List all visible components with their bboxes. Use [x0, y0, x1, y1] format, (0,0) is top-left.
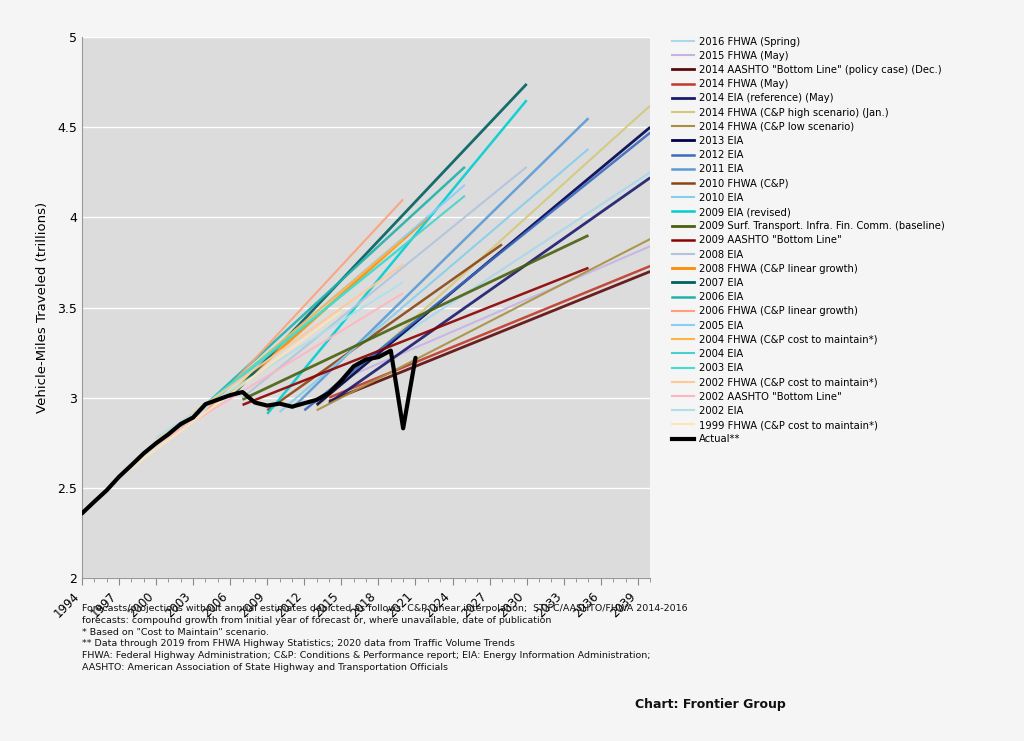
Y-axis label: Vehicle-Miles Traveled (trillions): Vehicle-Miles Traveled (trillions) — [36, 202, 49, 413]
Text: Forecasts/projections without annual estimates depicted as follows: C&P: linear : Forecasts/projections without annual est… — [82, 604, 687, 672]
Legend: 2016 FHWA (Spring), 2015 FHWA (May), 2014 AASHTO "Bottom Line" (policy case) (De: 2016 FHWA (Spring), 2015 FHWA (May), 201… — [673, 36, 945, 445]
Text: Chart: Frontier Group: Chart: Frontier Group — [635, 698, 785, 711]
